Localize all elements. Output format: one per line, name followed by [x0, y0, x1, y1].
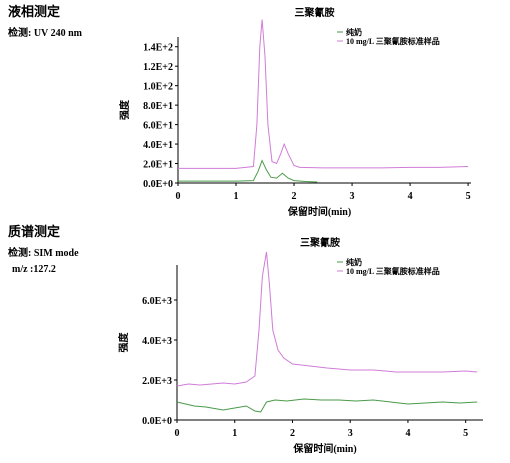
annotation: 检测: SIM mode [8, 246, 79, 259]
x-tick-label: 4 [405, 428, 410, 439]
data-line [176, 398, 478, 413]
y-tick-label: 6.0E+1 [143, 121, 173, 132]
y-tick-label: 0.0E+0 [143, 179, 173, 190]
y-axis-label: 强度 [118, 99, 131, 120]
y-tick-label: 8.0E+1 [143, 101, 173, 112]
y-tick-label: 6.0E+3 [142, 296, 172, 307]
x-tick-label: 5 [466, 191, 471, 202]
legend-label: 纯奶 [346, 27, 362, 37]
y-tick-label: 1.0E+2 [143, 82, 173, 93]
annotation: m/z :127.2 [12, 264, 56, 275]
data-line [176, 251, 478, 387]
legend-label: 纯奶 [346, 257, 362, 267]
data-line [178, 19, 469, 169]
section-title: 液相测定 [8, 4, 60, 19]
chart-title: 三聚氰胺 [300, 236, 340, 249]
x-tick-label: 2 [292, 191, 297, 202]
legend-label: 10 mg/L 三聚氰胺标准样品 [346, 36, 440, 46]
y-axis-label: 强度 [117, 332, 130, 353]
x-tick-label: 3 [350, 191, 355, 202]
x-tick-label: 0 [176, 191, 181, 202]
legend-label: 10 mg/L 三聚氰胺标准样品 [346, 266, 440, 276]
y-tick-label: 4.0E+1 [143, 140, 173, 151]
y-tick-label: 2.0E+3 [142, 376, 172, 387]
x-tick-label: 1 [234, 191, 239, 202]
x-tick-label: 1 [232, 428, 237, 439]
x-tick-label: 4 [408, 191, 413, 202]
section-title: 质谱测定 [8, 224, 60, 239]
chart-title: 三聚氰胺 [295, 6, 335, 19]
annotation: 检测: UV 240 nm [8, 26, 83, 39]
y-tick-label: 1.2E+2 [143, 62, 173, 73]
y-tick-label: 0.0E+0 [142, 416, 172, 427]
x-tick-label: 0 [175, 428, 180, 439]
x-axis-label: 保留时间(min) [292, 442, 356, 455]
x-tick-label: 5 [463, 428, 468, 439]
y-tick-label: 2.0E+1 [143, 160, 173, 171]
x-axis-label: 保留时间(min) [287, 205, 351, 218]
x-tick-label: 2 [290, 428, 295, 439]
x-tick-label: 3 [348, 428, 353, 439]
y-tick-label: 4.0E+3 [142, 336, 172, 347]
y-tick-label: 1.4E+2 [143, 43, 173, 54]
data-line [178, 159, 318, 183]
